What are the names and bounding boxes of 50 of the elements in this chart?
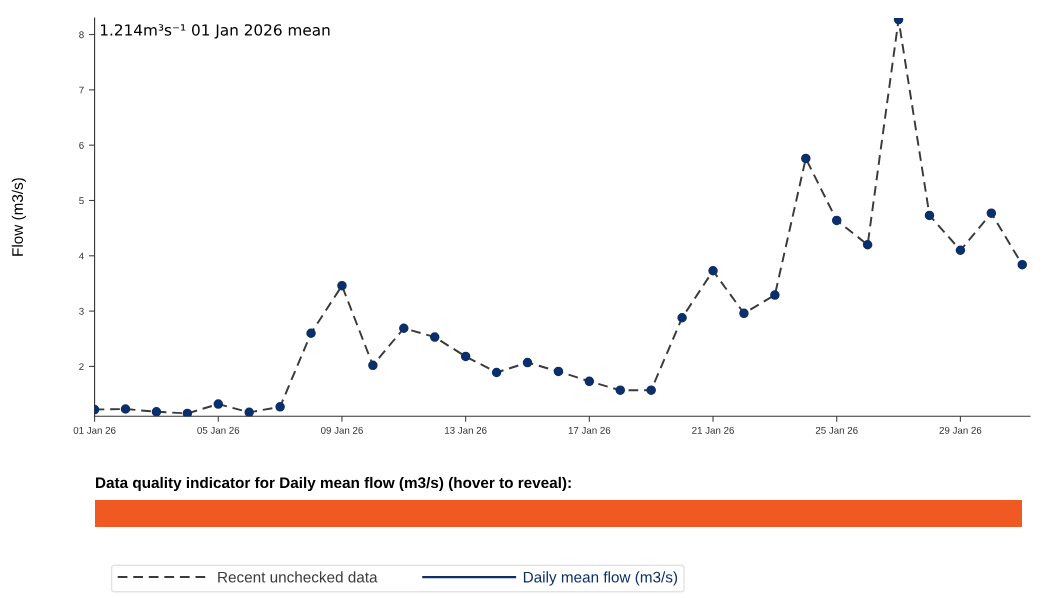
y-tick-label: 3 [79,307,84,315]
text: Recent unchecked data [218,571,378,583]
y-tick-label: 6 [79,141,84,149]
point [151,407,162,417]
point [646,385,656,395]
point [831,215,842,226]
x-tick-label: 13 Jan 26 [445,426,487,434]
point [306,328,316,338]
point [955,245,966,256]
point [739,308,749,319]
point [801,153,811,164]
point [862,239,873,250]
point [553,366,564,377]
point [677,313,687,323]
y-tick-label: 7 [79,86,84,94]
point [399,323,409,334]
x-tick-label: 17 Jan 26 [568,426,611,434]
point [182,408,193,417]
point [429,332,440,342]
point [924,210,935,221]
y-axis-title: Flow (m3/s) [11,178,26,256]
point [337,280,347,291]
point [986,208,997,218]
point [120,404,131,414]
point [584,376,595,387]
point [368,360,378,371]
y-tick-label: 2 [79,363,84,370]
text: Data quality indicator for Daily mean flow (m3/s) (hover to reveal): [96,476,571,492]
y-tick-label: 8 [79,31,84,39]
x-tick-label: 01 Jan 26 [73,426,116,434]
point [1017,259,1027,270]
x-tick-label: 29 Jan 26 [939,426,982,434]
annotation: 1.214m³s⁻¹ 01 Jan 2026 mean [100,24,330,39]
point [708,265,718,276]
point [893,17,904,25]
y-tick-label: 5 [79,197,84,205]
point [615,385,626,395]
x-tick-label: 25 Jan 26 [815,426,858,434]
x-tick-label: 09 Jan 26 [320,426,363,434]
point [244,407,254,417]
point [460,351,471,362]
y-tick-label: 4 [78,252,84,260]
x-tick-label: 21 Jan 26 [692,426,734,434]
point [275,402,285,412]
point [522,357,533,368]
x-tick-label: 05 Jan 26 [197,426,240,434]
text: Daily mean flow (m3/s) [523,571,678,586]
point [213,399,224,409]
point [770,290,780,300]
point [491,367,502,378]
